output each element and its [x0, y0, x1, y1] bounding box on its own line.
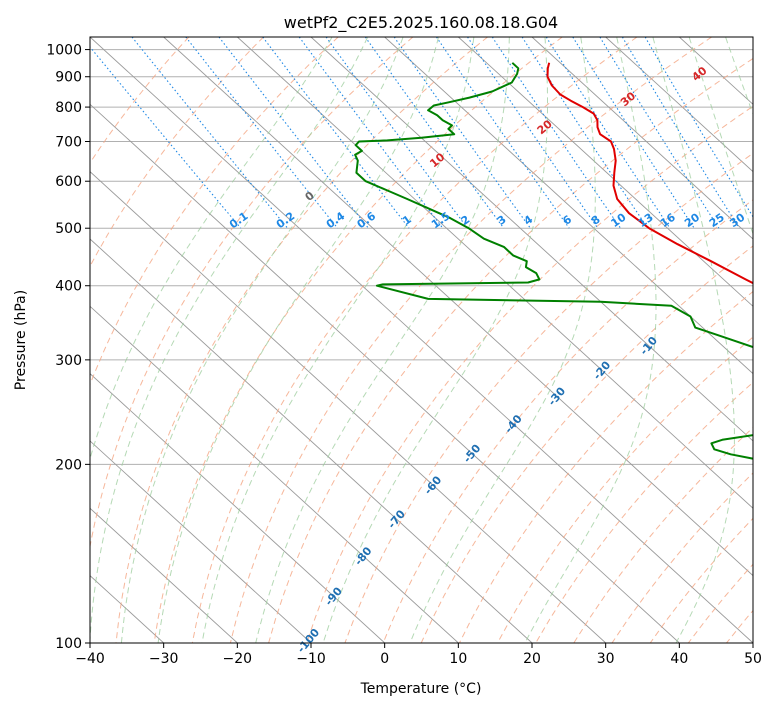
y-tick-label: 200: [55, 457, 82, 473]
chart-title: wetPf2_C2E5.2025.160.08.18.G04: [284, 13, 558, 33]
y-tick-label: 700: [55, 134, 82, 150]
y-tick-label: 600: [55, 174, 82, 190]
x-axis-label: Temperature (°C): [360, 681, 482, 697]
x-tick-label: −20: [223, 651, 253, 667]
y-tick-label: 1000: [46, 43, 82, 59]
x-tick-label: −30: [149, 651, 179, 667]
x-tick-label: −40: [75, 651, 105, 667]
x-tick-label: 20: [523, 651, 541, 667]
x-tick-label: 10: [449, 651, 467, 667]
x-tick-label: 30: [597, 651, 615, 667]
y-tick-label: 300: [55, 353, 82, 369]
y-tick-label: 800: [55, 100, 82, 116]
x-tick-label: −10: [296, 651, 326, 667]
x-tick-label: 0: [380, 651, 389, 667]
y-tick-label: 400: [55, 279, 82, 295]
y-tick-label: 900: [55, 70, 82, 86]
y-tick-label: 500: [55, 221, 82, 237]
x-tick-label: 40: [670, 651, 688, 667]
y-axis-label: Pressure (hPa): [13, 290, 29, 390]
y-tick-label: 100: [55, 636, 82, 652]
x-tick-label: 50: [744, 651, 762, 667]
